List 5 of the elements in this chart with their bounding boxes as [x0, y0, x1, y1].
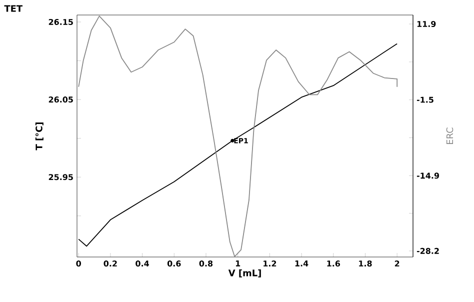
- x-axis-title: V [mL]: [228, 269, 261, 278]
- y2-axis-title: ERC: [446, 128, 454, 144]
- chart-title: TET: [4, 5, 23, 12]
- line-series: [78, 16, 398, 257]
- y-axis-title: T [°C]: [35, 122, 44, 150]
